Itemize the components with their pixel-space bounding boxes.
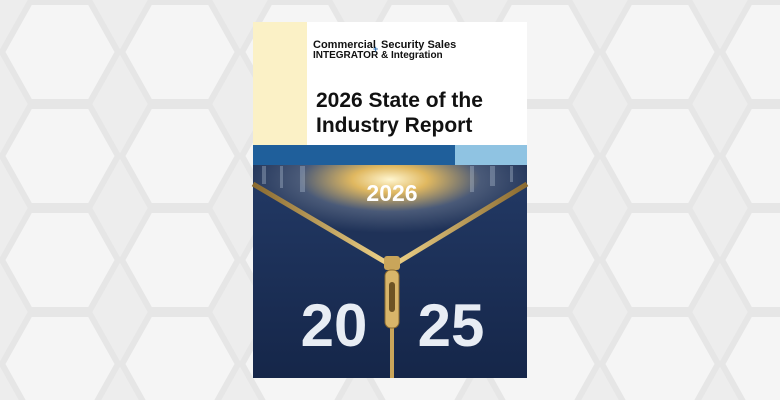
lower-year-right: 25 (418, 292, 485, 359)
zipper-pull-hole (389, 282, 395, 312)
title-line1: 2026 State of the (316, 89, 483, 112)
band-light (455, 145, 527, 165)
skyline (262, 166, 513, 192)
logo-right-line2: & Integration (381, 50, 443, 61)
upper-year: 2026 (366, 180, 417, 206)
cover: Commercial INTEGRATOR + Security Sales &… (251, 22, 529, 378)
zipper-slider (384, 256, 400, 270)
title-line2: Industry Report (316, 114, 472, 137)
logo-left-line1: Commercial (313, 39, 376, 51)
logo-plus: + (373, 44, 378, 54)
lower-year-left: 20 (301, 292, 368, 359)
logo-left-line2: INTEGRATOR (313, 50, 379, 61)
zipper-opening (253, 165, 527, 262)
cover-image: 2026 20 25 (251, 165, 529, 378)
accent-strip (253, 22, 307, 145)
logo-right-line1: Security Sales (381, 39, 456, 51)
band-dark (253, 145, 455, 165)
